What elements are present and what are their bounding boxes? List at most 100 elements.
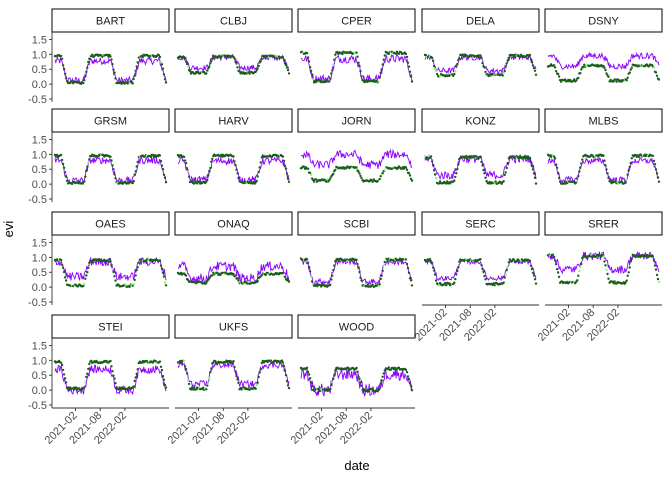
- observed-point: [184, 60, 188, 63]
- facet-strip-label: ONAQ: [217, 219, 250, 231]
- observed-point: [211, 274, 214, 277]
- observed-point: [164, 284, 168, 287]
- observed-point: [63, 377, 67, 380]
- observed-point: [552, 64, 556, 67]
- observed-point: [397, 52, 401, 55]
- observed-point: [605, 72, 608, 75]
- observed-point: [357, 61, 360, 64]
- y-tick-label: 0.5: [32, 267, 47, 279]
- observed-point: [481, 164, 484, 167]
- observed-point: [186, 170, 190, 173]
- observed-point: [605, 168, 608, 171]
- observed-point: [207, 381, 210, 384]
- observed-point: [518, 55, 522, 59]
- observed-point: [534, 182, 538, 185]
- facet-strip-label: OAES: [95, 219, 126, 231]
- observed-point: [305, 366, 309, 369]
- observed-point: [119, 80, 122, 83]
- observed-point: [577, 174, 580, 178]
- observed-point: [378, 76, 381, 79]
- observed-point: [483, 66, 486, 69]
- observed-point: [404, 368, 408, 372]
- observed-point: [331, 381, 334, 384]
- forecast-series-line: [177, 360, 290, 388]
- facet-strip: [51, 211, 170, 236]
- observed-point: [359, 174, 362, 178]
- observed-point: [479, 155, 482, 158]
- observed-point: [355, 258, 358, 262]
- forecast-series-line: [547, 156, 659, 185]
- observed-point: [533, 69, 537, 73]
- observed-point: [61, 162, 65, 166]
- observed-point: [310, 73, 314, 76]
- observed-point: [532, 274, 536, 277]
- observed-point: [133, 173, 136, 176]
- observed-point: [507, 56, 510, 59]
- observed-point: [84, 175, 87, 178]
- observed-point: [311, 78, 315, 81]
- observed-point: [532, 66, 536, 70]
- observed-point: [113, 377, 116, 380]
- observed-point: [55, 153, 59, 157]
- observed-point: [255, 69, 258, 72]
- observed-point: [109, 359, 112, 363]
- observed-point: [82, 81, 85, 85]
- observed-point: [613, 280, 616, 283]
- observed-point: [359, 381, 362, 384]
- observed-point: [305, 52, 309, 55]
- observed-point: [433, 67, 437, 71]
- observed-point: [113, 71, 116, 74]
- observed-point: [63, 171, 67, 174]
- forecast-series-line: [547, 51, 660, 70]
- forecast-series-line: [300, 148, 413, 169]
- observed-point: [63, 72, 67, 76]
- observed-point: [108, 257, 111, 261]
- observed-point: [553, 157, 557, 160]
- observed-point: [554, 263, 558, 266]
- observed-point: [409, 177, 413, 180]
- observed-point: [314, 178, 318, 181]
- observed-point: [360, 176, 363, 180]
- y-tick-label: 1.5: [32, 237, 47, 249]
- observed-point: [332, 377, 335, 381]
- facet-panel-grsm: GRSM -0.5 0.0 0.5 1.0 1.5: [28, 108, 170, 206]
- observed-point: [578, 269, 581, 272]
- observed-point: [64, 77, 68, 80]
- observed-point: [106, 53, 109, 57]
- observed-point: [284, 373, 288, 377]
- observed-point: [159, 264, 163, 267]
- observed-point: [136, 266, 139, 269]
- observed-point: [453, 179, 456, 182]
- observed-point: [448, 282, 451, 285]
- observed-point: [407, 378, 411, 381]
- observed-point: [627, 169, 630, 172]
- observed-point: [580, 262, 583, 266]
- observed-point: [603, 66, 606, 70]
- facet-strip-label: DELA: [466, 16, 495, 28]
- observed-point: [655, 273, 659, 277]
- observed-point: [208, 376, 211, 380]
- facet-panel-cper: CPER: [297, 8, 416, 85]
- observed-point: [283, 369, 287, 372]
- observed-point: [503, 69, 506, 73]
- observed-point: [432, 169, 436, 172]
- facet-strip-label: CPER: [341, 16, 372, 28]
- observed-point: [186, 278, 190, 282]
- observed-point: [132, 77, 135, 81]
- observed-point: [357, 170, 360, 173]
- observed-point: [305, 258, 309, 261]
- observed-point: [286, 68, 290, 72]
- observed-point: [330, 72, 333, 75]
- observed-point: [184, 162, 188, 165]
- observed-point: [409, 384, 413, 387]
- observed-point: [131, 82, 134, 85]
- observed-point: [287, 280, 291, 283]
- observed-point: [502, 71, 505, 75]
- observed-point: [484, 278, 487, 281]
- observed-point: [393, 366, 396, 369]
- observed-point: [63, 276, 67, 279]
- observed-point: [657, 78, 661, 81]
- observed-point: [527, 55, 531, 58]
